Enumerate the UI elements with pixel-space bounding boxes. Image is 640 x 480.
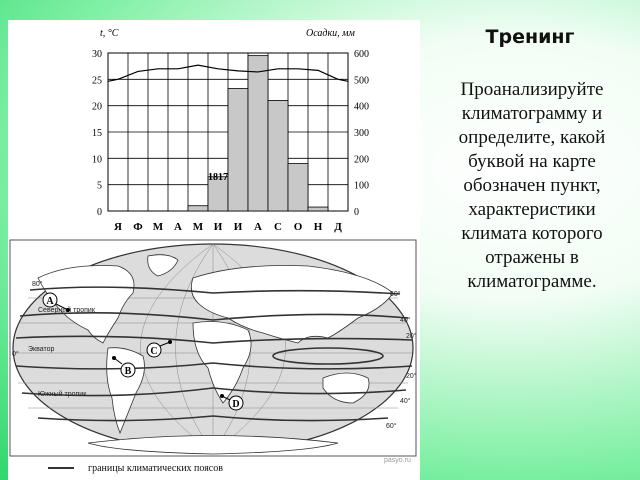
x-tick-month: А [174,221,182,233]
marker-b: B [125,366,132,377]
slide-title: Тренинг [485,26,575,48]
x-tick-month: М [153,221,164,233]
x-tick-month: Н [314,221,323,233]
x-tick-month: И [214,221,223,233]
y-axis-right-label: Осадки, мм [306,28,356,39]
marker-a: A [46,296,54,307]
lat-label: 60° [390,290,401,298]
temperature-line [107,64,349,82]
y-tick-right: 500 [354,75,369,86]
y-tick-left: 30 [92,49,102,60]
world-map-panel: 80° 60° 40° 20° 0° 20° 40° 60° Экватор С… [8,238,420,480]
legend-label: границы климатических поясов [88,463,223,474]
y-tick-left: 20 [92,102,102,113]
precipitation-bar [307,206,329,212]
precipitation-bars [187,55,329,212]
y-tick-right: 100 [354,181,369,192]
north-america [37,265,135,344]
y-tick-right: 300 [354,128,369,139]
y-tick-right: 0 [354,207,359,218]
lat-label: 20° [406,332,417,340]
world-climate-map: 80° 60° 40° 20° 0° 20° 40° 60° Экватор С… [9,239,417,474]
y-tick-left: 0 [97,207,102,218]
lat-label: 80° [32,280,43,288]
marker-d: D [232,399,239,410]
climatogram-panel: 0 5 10 15 20 25 30 0 100 200 300 400 500 600 Я Ф М А М И И А С… [8,20,420,238]
x-tick-month: Д [334,221,342,233]
eurasia [190,265,394,344]
watermark: pasyo.ru [384,457,411,464]
temperature-line-tail [337,78,349,82]
lat-label: 0° [12,350,19,358]
y-tick-left: 15 [92,128,102,139]
precipitation-bar [267,100,289,212]
lat-label: 40° [400,316,411,324]
y-tick-right: 600 [354,49,369,60]
y-tick-right: 200 [354,154,369,165]
antarctica [87,435,339,455]
greenland [147,254,179,277]
y-axis-left-label: t, °C [100,28,119,39]
y-tick-right: 400 [354,102,369,113]
marker-c: C [150,346,157,357]
precipitation-bar [187,205,209,212]
x-tick-month: Я [114,221,122,233]
y-tick-left: 10 [92,154,102,165]
y-tick-left: 5 [97,181,102,192]
lat-label: 60° [386,422,397,430]
precipitation-bar [227,88,249,212]
lat-label: 40° [400,397,411,405]
x-tick-month: Ф [133,221,143,233]
x-tick-month: А [254,221,262,233]
x-tick-month: М [193,221,204,233]
precipitation-bar [247,55,269,212]
y-tick-left: 25 [92,75,102,86]
x-tick-month: И [234,221,243,233]
precipitation-bar [287,163,309,212]
temperature-line-path [117,64,339,80]
lat-label: 20° [406,372,417,380]
annual-precipitation-label: 1817 [208,172,228,183]
x-tick-month: О [294,221,303,233]
x-tick-month: С [274,221,282,233]
equator-label: Экватор [28,346,54,353]
task-text: Проанализируйте климатограмму и определи… [458,79,606,292]
tropic-south-label: Южный тропик [38,390,87,398]
temperature-line-tail [107,78,119,82]
